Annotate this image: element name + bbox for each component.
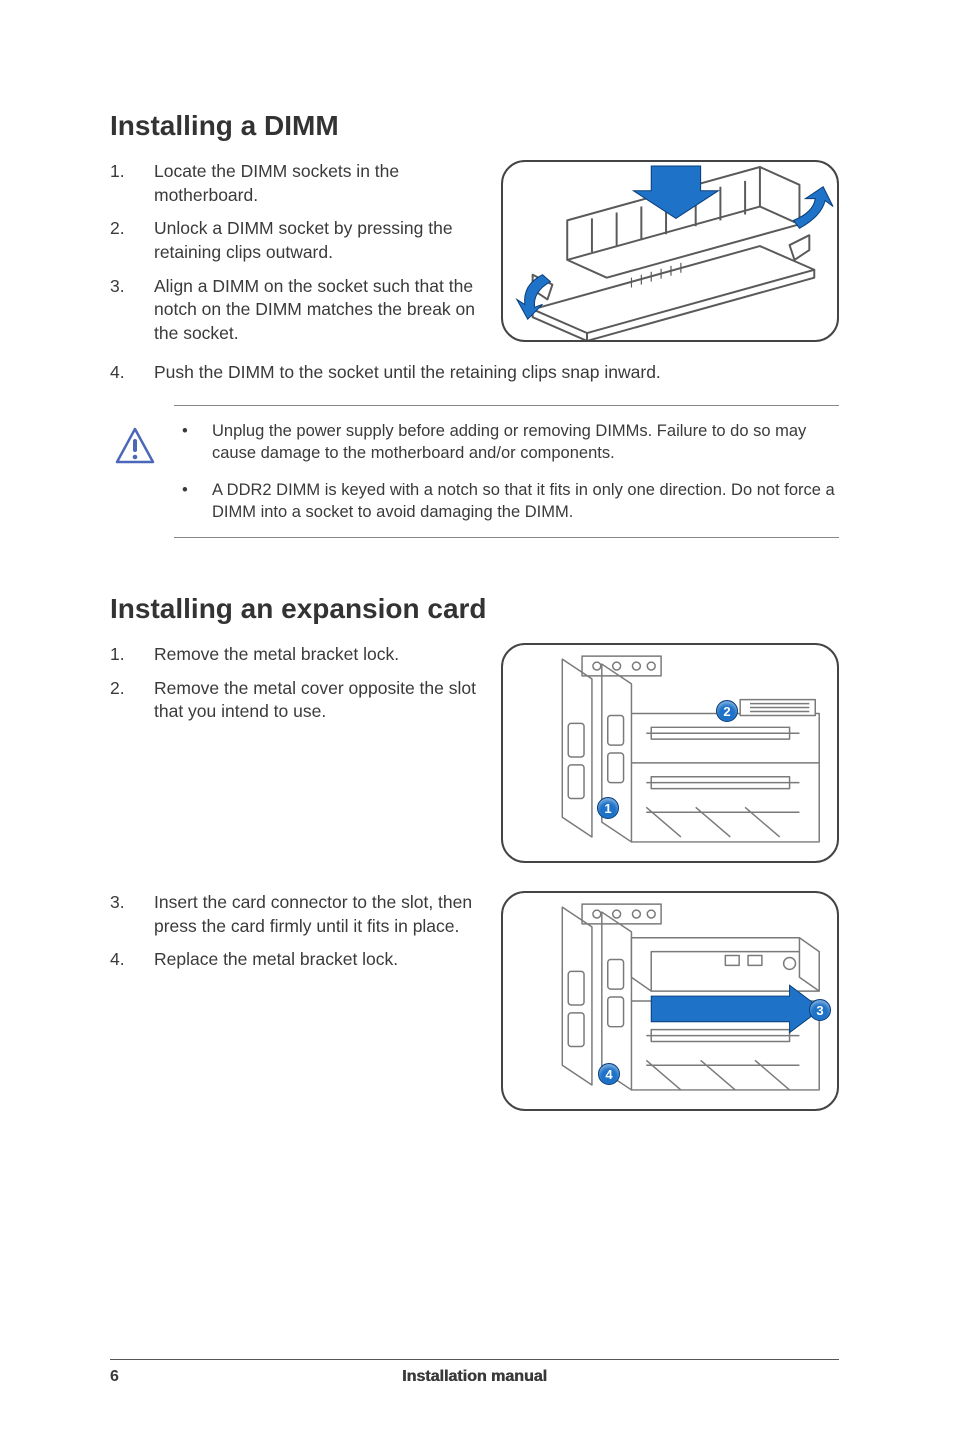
heading-expansion: Installing an expansion card	[110, 593, 839, 625]
step-text: Locate the DIMM sockets in the motherboa…	[154, 160, 483, 207]
expansion-illustration-a	[503, 643, 837, 863]
list-item: 1.Locate the DIMM sockets in the motherb…	[110, 160, 483, 207]
warning-callout: •Unplug the power supply before adding o…	[174, 405, 839, 538]
step-text: Remove the metal bracket lock.	[154, 643, 399, 667]
warning-icon	[114, 426, 156, 471]
badge-3: 3	[809, 999, 831, 1021]
dimm-illustration	[503, 160, 837, 342]
step-number: 2.	[110, 217, 154, 264]
page-footer: 6 Installation manual	[110, 1359, 839, 1386]
section-dimm: Installing a DIMM 1.Locate the DIMM sock…	[110, 110, 839, 538]
expansion-list-b: 3.Insert the card connector to the slot,…	[110, 891, 483, 972]
list-item: 4.Push the DIMM to the socket until the …	[110, 361, 839, 385]
warning-text: A DDR2 DIMM is keyed with a notch so tha…	[212, 479, 839, 524]
bullet: •	[182, 479, 212, 524]
step-text: Unlock a DIMM socket by pressing the ret…	[154, 217, 483, 264]
arrow-right-icon	[651, 985, 821, 1032]
figure-dimm	[501, 160, 839, 342]
step-text: Align a DIMM on the socket such that the…	[154, 275, 483, 346]
expansion-steps-b: 3.Insert the card connector to the slot,…	[110, 891, 483, 982]
expansion-row-b: 3.Insert the card connector to the slot,…	[110, 891, 839, 1111]
step-number: 1.	[110, 160, 154, 207]
list-item: 3.Insert the card connector to the slot,…	[110, 891, 483, 938]
badge-4: 4	[598, 1063, 620, 1085]
step-number: 4.	[110, 361, 154, 385]
warning-list: •Unplug the power supply before adding o…	[182, 420, 839, 523]
figure-expansion-a: 1 2	[501, 643, 839, 863]
list-item: •Unplug the power supply before adding o…	[182, 420, 839, 465]
step-number: 4.	[110, 948, 154, 972]
figure-expansion-b: 4 3	[501, 891, 839, 1111]
step-number: 3.	[110, 275, 154, 346]
step-number: 1.	[110, 643, 154, 667]
list-item: •A DDR2 DIMM is keyed with a notch so th…	[182, 479, 839, 524]
bullet: •	[182, 420, 212, 465]
expansion-list-a: 1.Remove the metal bracket lock. 2.Remov…	[110, 643, 483, 724]
section-expansion: Installing an expansion card 1.Remove th…	[110, 593, 839, 1111]
arrow-down-icon	[633, 166, 718, 218]
step-text: Replace the metal bracket lock.	[154, 948, 398, 972]
list-item: 1.Remove the metal bracket lock.	[110, 643, 483, 667]
list-item: 3.Align a DIMM on the socket such that t…	[110, 275, 483, 346]
badge-2: 2	[716, 700, 738, 722]
step-text: Remove the metal cover opposite the slot…	[154, 677, 483, 724]
warning-text: Unplug the power supply before adding or…	[212, 420, 839, 465]
list-item: 4.Replace the metal bracket lock.	[110, 948, 483, 972]
expansion-row-a: 1.Remove the metal bracket lock. 2.Remov…	[110, 643, 839, 865]
step-number: 3.	[110, 891, 154, 938]
expansion-steps-a: 1.Remove the metal bracket lock. 2.Remov…	[110, 643, 483, 734]
footer-title: Installation manual	[110, 1368, 839, 1386]
list-item: 2.Remove the metal cover opposite the sl…	[110, 677, 483, 724]
dimm-list: 1.Locate the DIMM sockets in the motherb…	[110, 160, 483, 345]
expansion-illustration-b	[503, 891, 837, 1111]
heading-dimm: Installing a DIMM	[110, 110, 839, 142]
badge-1: 1	[597, 797, 619, 819]
list-item: 2.Unlock a DIMM socket by pressing the r…	[110, 217, 483, 264]
step-text: Push the DIMM to the socket until the re…	[154, 361, 661, 385]
step-number: 2.	[110, 677, 154, 724]
step-text: Insert the card connector to the slot, t…	[154, 891, 483, 938]
dimm-steps-1to3: 1.Locate the DIMM sockets in the motherb…	[110, 160, 483, 355]
dimm-step4: 4.Push the DIMM to the socket until the …	[110, 361, 839, 385]
dimm-row: 1.Locate the DIMM sockets in the motherb…	[110, 160, 839, 355]
